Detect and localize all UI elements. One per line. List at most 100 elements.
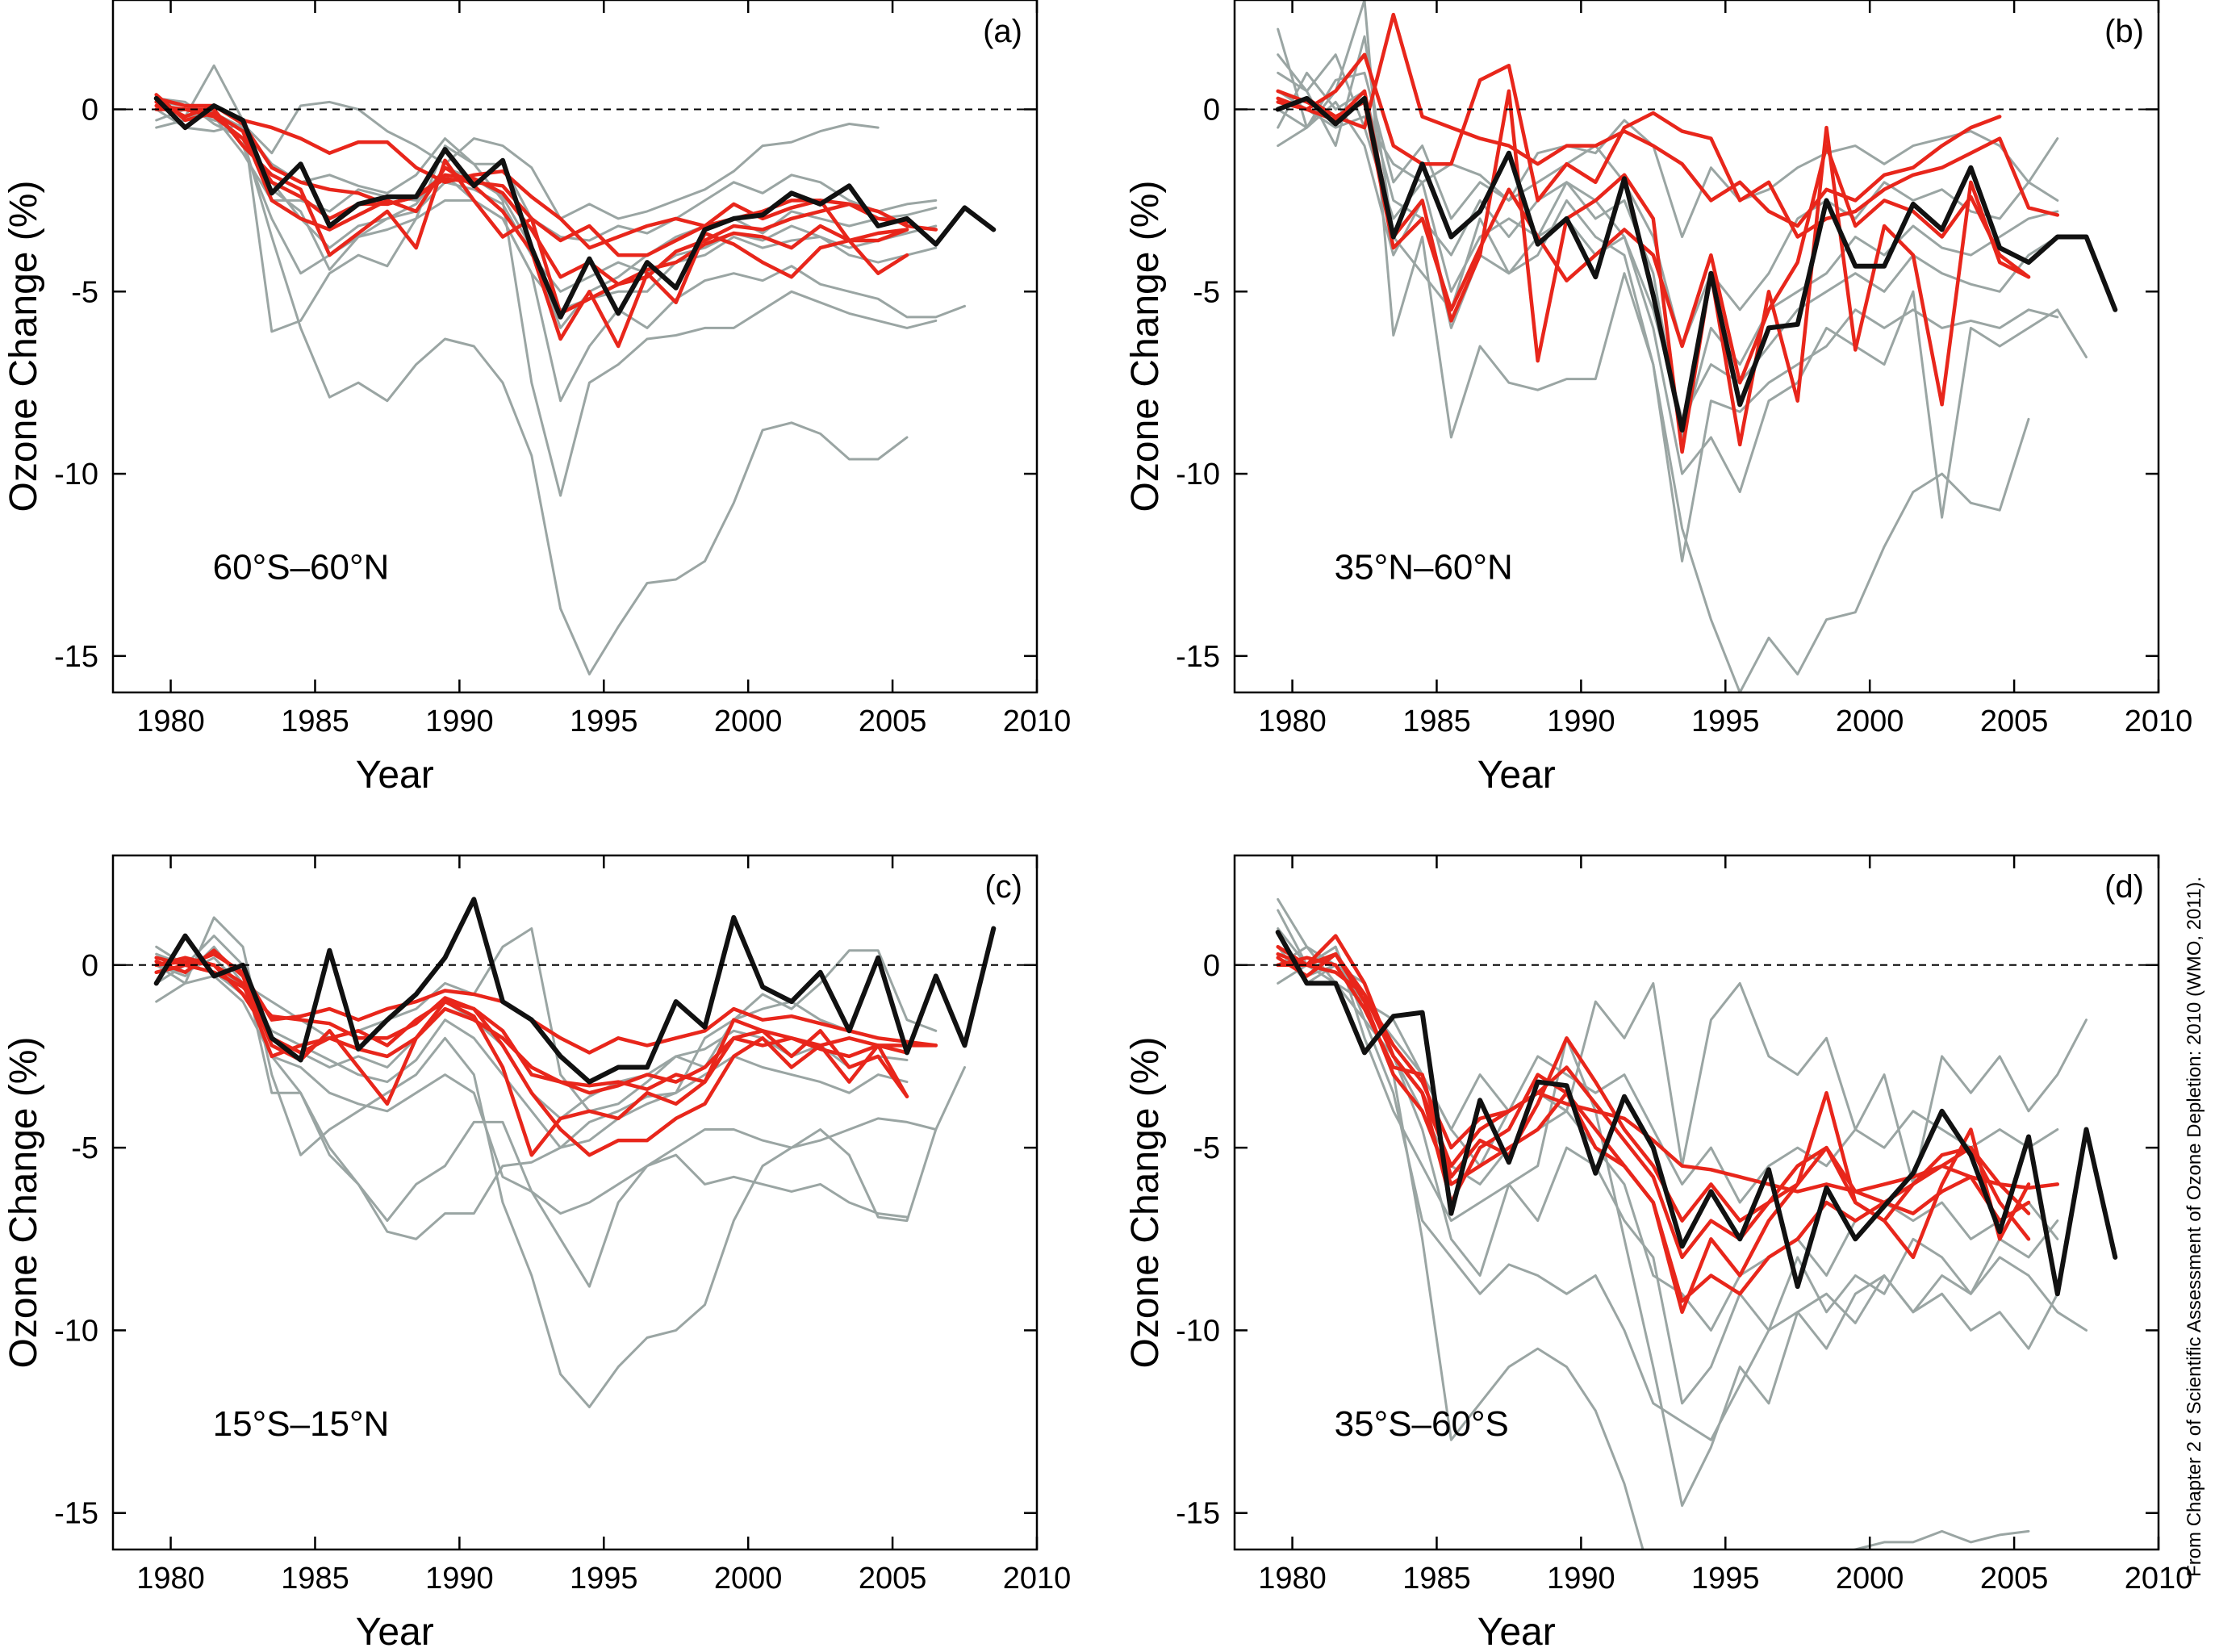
x-axis-label: Year <box>1477 1611 1556 1652</box>
x-axis-label: Year <box>1477 754 1556 797</box>
gray-series-line-2 <box>1277 90 2059 238</box>
y-tick-label: -10 <box>54 458 98 491</box>
y-tick-label: -15 <box>1176 1497 1220 1531</box>
x-tick-label: 2005 <box>1980 1562 2049 1596</box>
y-tick-label: 0 <box>1203 93 1220 127</box>
region-label: 35°S–60°S <box>1335 1404 1509 1444</box>
red-series-line-9 <box>1276 89 2031 454</box>
gray-series-line-2 <box>1277 927 2088 1441</box>
x-tick-label: 1985 <box>1402 705 1471 738</box>
y-tick-label: -5 <box>71 275 98 309</box>
red-series-line-10 <box>1276 956 2031 1241</box>
y-tick-label: -10 <box>1176 1314 1220 1348</box>
y-tick-label: -10 <box>54 1314 98 1348</box>
region-label: 60°S–60°N <box>213 547 390 587</box>
series-group <box>1275 0 2118 692</box>
x-tick-label: 2005 <box>859 705 927 738</box>
gray-series-line-1 <box>155 64 938 497</box>
x-tick-label: 1990 <box>1547 705 1615 738</box>
x-tick-label: 1980 <box>1258 705 1327 738</box>
credit-text: From Chapter 2 of Scientific Assessment … <box>2184 876 2205 1577</box>
gray-series-line-2 <box>155 935 880 1240</box>
x-tick-label: 1985 <box>281 705 349 738</box>
y-axis-label: Ozone Change (%) <box>1124 181 1167 512</box>
series-group <box>153 64 997 675</box>
y-tick-label: 0 <box>81 949 98 983</box>
y-tick-label: -15 <box>54 640 98 674</box>
y-tick-label: 0 <box>1203 949 1220 983</box>
gray-series-line-2 <box>155 108 966 403</box>
x-tick-label: 2000 <box>714 1562 783 1596</box>
gray-series-line-0 <box>155 97 909 675</box>
x-tick-label: 1990 <box>1547 1562 1615 1596</box>
x-tick-label: 1990 <box>425 705 494 738</box>
gray-series-line-3 <box>1277 71 2059 439</box>
black-series-line-12 <box>1275 930 2118 1297</box>
gray-series-line-4 <box>155 945 966 1223</box>
x-tick-label: 2000 <box>1836 1562 1904 1596</box>
red-series-line-9 <box>154 948 909 1157</box>
gray-series-line-1 <box>1277 35 2059 563</box>
x-tick-label: 2000 <box>714 705 783 738</box>
plot-frame <box>111 0 1039 694</box>
x-tick-label: 2010 <box>2125 705 2193 738</box>
x-axis-label: Year <box>356 754 434 797</box>
y-tick-label: -5 <box>1193 275 1220 309</box>
gray-series-line-4 <box>1277 945 2059 1332</box>
black-series-line-12 <box>153 897 997 1085</box>
y-axis-label: Ozone Change (%) <box>2 1037 45 1369</box>
panel-b: 1980 1985 1990 1995 2000 2005 2010 0 -5 -10 -15 Yea… <box>1124 0 2192 797</box>
y-tick-label: -10 <box>1176 458 1220 491</box>
y-tick-label: -5 <box>1193 1131 1220 1165</box>
panel-label: (d) <box>2104 869 2144 905</box>
gray-series-line-5 <box>1277 71 2059 348</box>
gray-series-line-6 <box>1277 956 2059 1204</box>
x-tick-label: 1980 <box>136 705 205 738</box>
gray-series-line-6 <box>155 956 909 1149</box>
panel-d: 1980 1985 1990 1995 2000 2005 2010 0 -5 -10 -15 Yea… <box>1124 854 2193 1652</box>
x-axis-label: Year <box>356 1611 434 1652</box>
x-tick-label: 1995 <box>570 705 638 738</box>
x-tick-label: 2005 <box>1980 705 2049 738</box>
x-tick-label: 2000 <box>1836 705 1904 738</box>
panel-label: (a) <box>983 14 1022 49</box>
y-axis-label: Ozone Change (%) <box>1124 1037 1167 1369</box>
x-tick-label: 1995 <box>1691 1562 1760 1596</box>
region-label: 15°S–15°N <box>213 1404 390 1444</box>
red-series-line-7 <box>1276 12 2002 228</box>
x-tick-label: 1980 <box>1258 1562 1327 1596</box>
panel-label: (b) <box>2104 14 2144 49</box>
series-group <box>1275 897 2118 1550</box>
red-series-line-10 <box>1276 96 2031 385</box>
red-series-line-8 <box>154 956 938 1095</box>
x-tick-label: 1995 <box>1691 705 1760 738</box>
x-tick-label: 1985 <box>281 1562 349 1596</box>
x-tick-label: 2010 <box>1003 1562 1072 1596</box>
y-tick-label: -5 <box>71 1131 98 1165</box>
x-tick-label: 1995 <box>570 1562 638 1596</box>
black-series-line-13 <box>153 95 997 320</box>
x-tick-label: 2010 <box>2125 1562 2193 1596</box>
gray-series-line-3 <box>155 100 880 220</box>
series-group <box>153 897 997 1408</box>
red-series-line-8 <box>1276 52 2060 239</box>
panel-a: 1980 1985 1990 1995 2000 2005 2010 0 -5 -10 -15 Yea… <box>2 0 1071 797</box>
y-tick-label: -15 <box>1176 640 1220 674</box>
black-series-line-11 <box>1275 95 2118 433</box>
gray-series-line-5 <box>1277 945 2059 1405</box>
gray-series-line-0 <box>1277 0 2030 692</box>
x-tick-label: 1980 <box>136 1562 205 1596</box>
y-tick-label: 0 <box>81 93 98 127</box>
plot-frame <box>111 854 1039 1551</box>
gray-series-line-0 <box>155 916 938 1408</box>
plot-frame <box>1233 0 2160 694</box>
y-axis-label: Ozone Change (%) <box>2 181 45 512</box>
panel-label: (c) <box>984 869 1022 905</box>
red-series-line-12 <box>154 96 909 316</box>
red-series-line-11 <box>1276 951 2031 1260</box>
x-tick-label: 2005 <box>859 1562 927 1596</box>
region-label: 35°N–60°N <box>1335 547 1513 587</box>
x-tick-label: 1990 <box>425 1562 494 1596</box>
x-tick-label: 2010 <box>1003 705 1072 738</box>
plot-frame <box>1233 854 2160 1551</box>
